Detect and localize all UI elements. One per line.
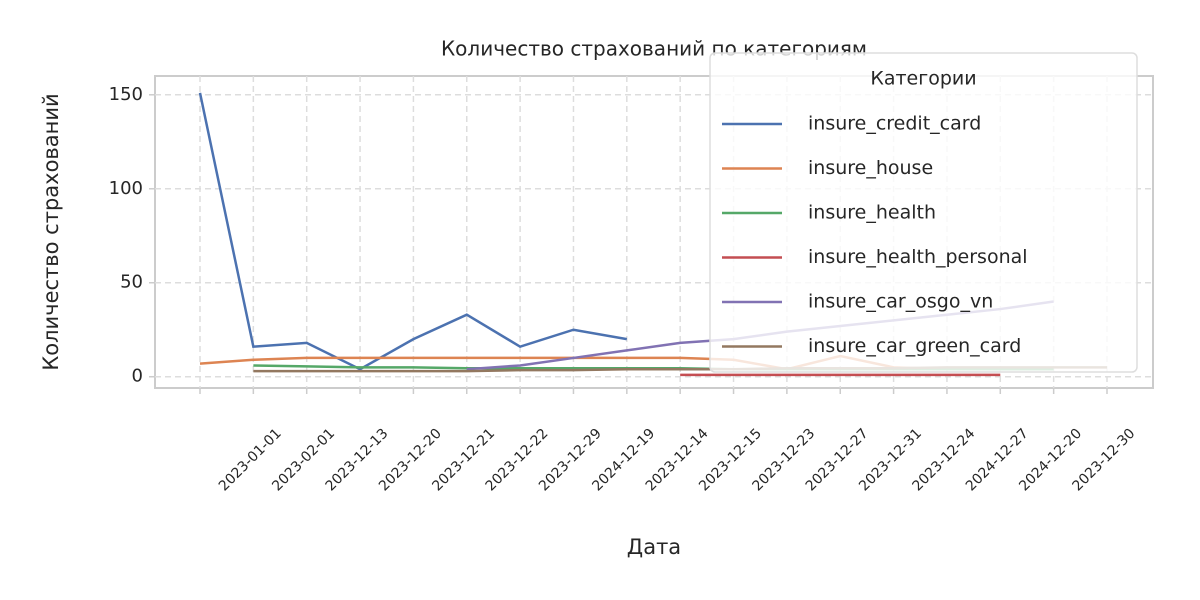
legend: Категории insure_credit_card insure_housei… [709, 52, 1138, 373]
legend-label: insure_house [808, 157, 933, 179]
y-tick-label: 150 [109, 84, 143, 105]
legend-label: insure_health [808, 202, 936, 224]
legend-title: Категории [870, 68, 976, 90]
y-tick-label: 100 [109, 178, 143, 199]
y-axis-label: Количество страхований [39, 93, 63, 370]
legend-label: insure_car_green_card [808, 335, 1021, 357]
legend-label: insure_credit_card [808, 113, 981, 135]
series-line [198, 92, 628, 371]
y-tick-label: 50 [120, 272, 143, 293]
x-axis-label: Дата [627, 535, 681, 559]
y-tick-label: 0 [132, 366, 143, 387]
legend-label: insure_health_personal [808, 246, 1028, 268]
legend-label: insure_car_osgo_vn [808, 291, 993, 313]
legend-box [709, 52, 1138, 373]
